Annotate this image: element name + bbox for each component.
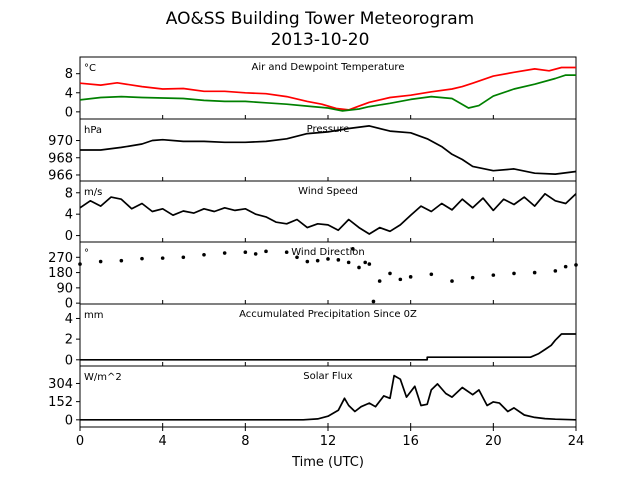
- y-tick-label: 4: [65, 312, 73, 327]
- series-2-line: [79, 74, 576, 112]
- x-axis: 0 4 8 12 16 20 24: [76, 427, 584, 449]
- data-point: [78, 262, 82, 266]
- panel-title: Accumulated Precipitation Since 0Z: [239, 309, 417, 320]
- y-tick-label: 970: [48, 134, 73, 149]
- panel-title: Air and Dewpoint Temperature: [252, 62, 405, 73]
- panel-3: 0 4 8 m/s Wind Speed: [65, 180, 577, 244]
- data-point: [119, 258, 124, 263]
- data-point: [315, 258, 320, 263]
- panel-1: 0 4 8 °C Air and Dewpoint Temperature: [65, 56, 577, 120]
- panel-unit: W/m^2: [84, 372, 122, 383]
- panel-title: Wind Speed: [298, 186, 358, 197]
- data-point: [532, 270, 537, 275]
- data-point: [346, 260, 351, 265]
- data-point: [377, 279, 382, 283]
- data-point: [563, 264, 568, 269]
- series-1-line: [80, 374, 577, 421]
- data-point: [336, 258, 341, 262]
- data-point: [351, 246, 355, 251]
- x-axis-tick-label: 16: [402, 434, 419, 449]
- y-tick-label: 0: [65, 105, 73, 120]
- data-point: [326, 257, 330, 261]
- data-point: [371, 299, 376, 304]
- data-point: [284, 250, 289, 254]
- x-axis-tick-label: 20: [485, 434, 502, 449]
- figure-date: 2013-10-20: [271, 30, 370, 50]
- panel-6: 0 152 304 W/m^2 Solar Flux: [48, 365, 577, 428]
- data-point: [202, 252, 206, 257]
- data-point: [357, 265, 361, 270]
- y-tick-label: 0: [65, 413, 73, 428]
- data-point: [574, 263, 578, 267]
- y-tick-label: 966: [48, 168, 73, 183]
- data-point: [398, 277, 403, 282]
- y-tick-label: 2: [65, 333, 73, 348]
- data-point: [363, 260, 368, 265]
- y-tick-label: 270: [48, 251, 73, 266]
- data-point: [388, 271, 392, 276]
- y-tick-label: 968: [48, 151, 73, 166]
- data-point: [450, 279, 454, 283]
- panel-title: Solar Flux: [303, 371, 353, 382]
- panel-unit: °: [84, 248, 89, 259]
- y-tick-label: 90: [56, 281, 73, 296]
- y-tick-label: 4: [65, 208, 73, 223]
- y-tick-label: 180: [48, 266, 73, 281]
- data-point: [98, 259, 103, 264]
- data-point: [429, 272, 434, 277]
- y-tick-label: 0: [65, 353, 73, 368]
- panel-unit: °C: [84, 63, 96, 74]
- data-point: [253, 252, 258, 256]
- x-axis-tick-label: 8: [241, 434, 249, 449]
- data-point: [470, 275, 475, 280]
- data-point: [181, 255, 186, 260]
- data-point: [243, 250, 248, 254]
- series-1-line: [79, 66, 576, 111]
- y-tick-label: 304: [48, 377, 73, 392]
- panel-5: 0 2 4 mm Accumulated Precipitation Since 0Z: [65, 303, 577, 368]
- data-point: [367, 262, 372, 266]
- data-point: [222, 251, 227, 255]
- x-axis-label: Time (UTC): [291, 455, 364, 470]
- panel-title: Pressure: [307, 124, 350, 135]
- x-axis-tick-label: 24: [568, 434, 585, 449]
- data-point: [305, 259, 310, 264]
- data-point: [408, 275, 413, 279]
- data-point: [295, 255, 299, 260]
- panel-unit: m/s: [84, 187, 102, 198]
- y-tick-label: 8: [65, 67, 73, 82]
- y-tick-label: 0: [65, 229, 73, 244]
- y-tick-label: 8: [65, 186, 73, 201]
- data-point: [140, 256, 144, 261]
- series-1-points: [78, 246, 578, 304]
- panel-title: Wind Direction: [291, 247, 365, 258]
- series-1-line: [80, 333, 576, 361]
- data-point: [160, 256, 165, 260]
- data-point: [264, 249, 268, 254]
- series-1-line: [79, 192, 577, 235]
- panels: 048 °C Air and Dewpoint Temperature9669689…: [48, 56, 578, 428]
- series-1-line: [80, 125, 577, 175]
- x-axis-tick-label: 4: [159, 434, 167, 449]
- x-axis-tick-label: 12: [320, 434, 337, 449]
- panel-unit: mm: [84, 310, 103, 321]
- y-tick-label: 152: [48, 395, 73, 410]
- data-point: [512, 271, 516, 276]
- y-tick-label: 0: [65, 297, 73, 312]
- y-tick-label: 4: [65, 86, 73, 101]
- x-axis-tick-label: 0: [76, 434, 84, 449]
- data-point: [553, 269, 558, 273]
- figure-title: AO&SS Building Tower Meteorogram: [166, 9, 474, 29]
- panel-2: 966 968 970 hPa Pressure: [48, 118, 577, 183]
- panel-unit: hPa: [84, 125, 102, 136]
- data-point: [491, 273, 496, 277]
